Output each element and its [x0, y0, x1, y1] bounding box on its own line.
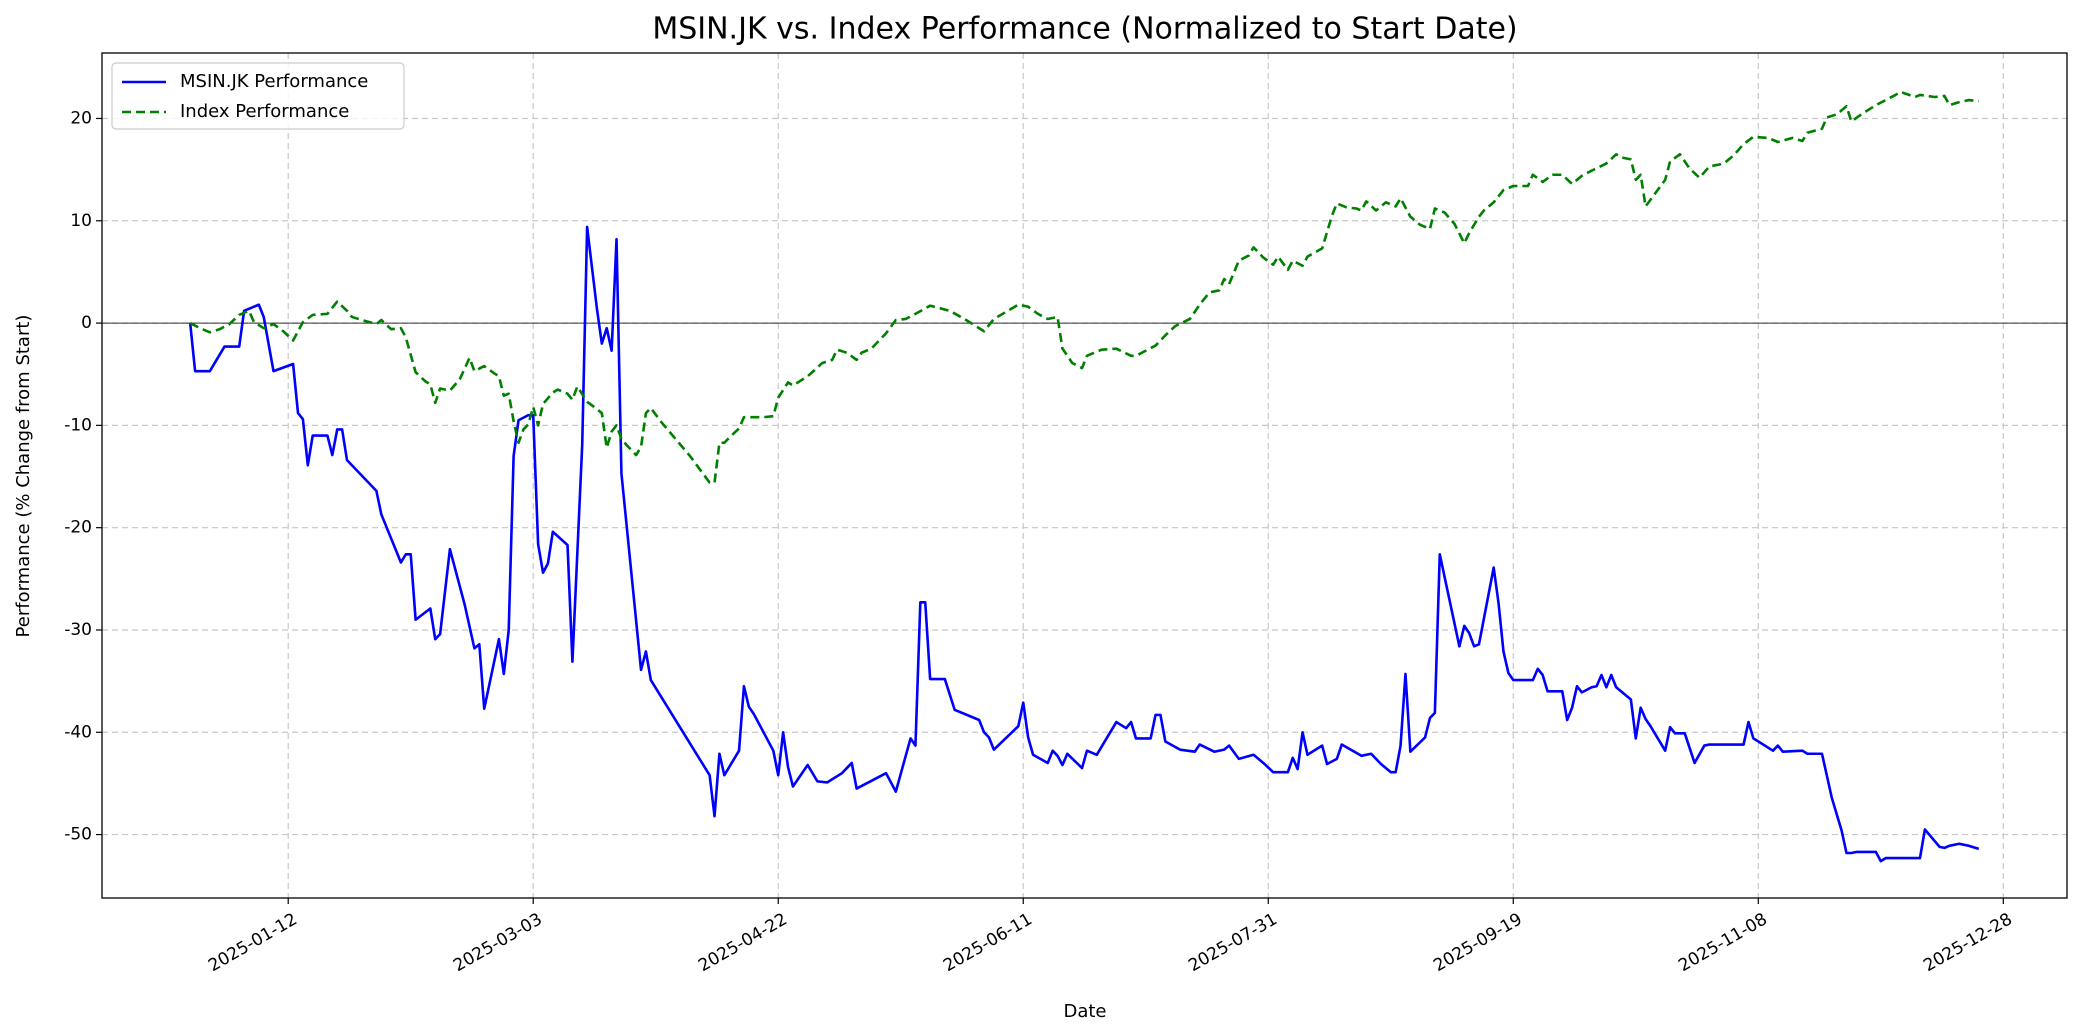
chart-title: MSIN.JK vs. Index Performance (Normalize…: [652, 12, 1517, 47]
y-tick-label: -20: [64, 518, 92, 538]
y-tick-label: 0: [81, 313, 92, 333]
series-line: [188, 225, 1980, 863]
y-axis-label: Performance (% Change from Start): [13, 315, 34, 638]
legend-label: MSIN.JK Performance: [180, 71, 368, 92]
y-tick-label: 10: [70, 211, 92, 231]
x-axis-label: Date: [1063, 1001, 1106, 1022]
y-tick-label: -10: [64, 415, 92, 435]
y-tick-label: -30: [64, 620, 92, 640]
y-tick-label: -40: [64, 722, 92, 742]
series-line: [189, 90, 1979, 484]
y-tick-label: 20: [70, 108, 92, 128]
legend-box: [111, 62, 405, 130]
legend-label: Index Performance: [180, 101, 349, 122]
y-tick-label: -50: [64, 825, 92, 845]
legend: MSIN.JK Performance Index Performance: [111, 62, 405, 130]
axes-frame: [101, 52, 2068, 899]
plot-area: [102, 90, 2067, 863]
